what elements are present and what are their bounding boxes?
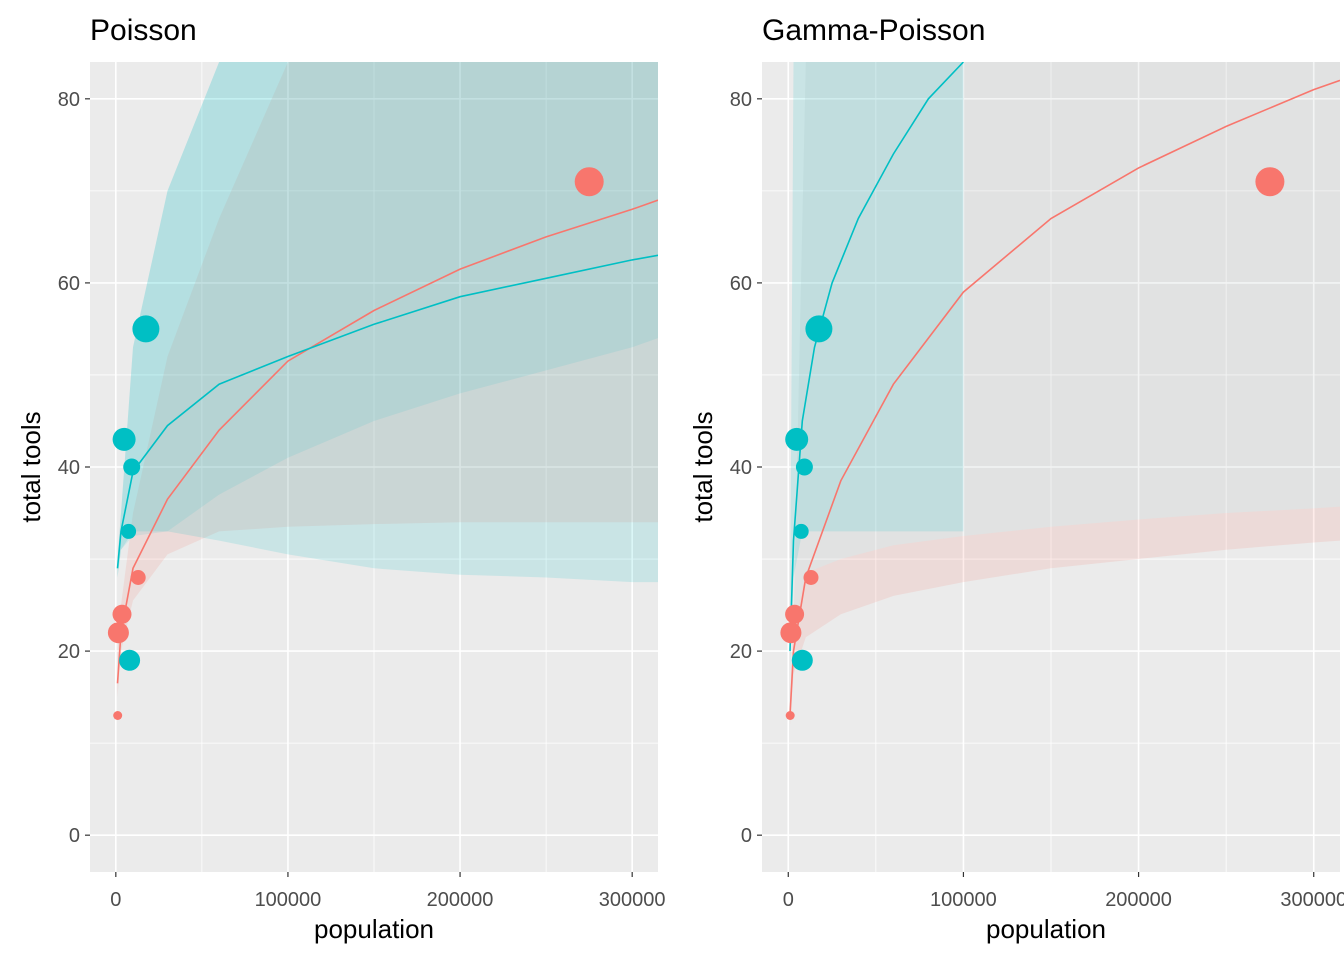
data-point xyxy=(785,604,805,624)
data-points xyxy=(780,167,1285,720)
data-point xyxy=(132,315,160,343)
x-axis-title: population xyxy=(986,914,1106,944)
data-point xyxy=(112,604,132,624)
y-axis-title: total tools xyxy=(688,411,718,522)
x-tick-label: 200000 xyxy=(427,889,494,911)
data-point xyxy=(791,649,813,671)
y-tick-label: 0 xyxy=(741,825,752,847)
data-point xyxy=(130,570,146,585)
data-point xyxy=(803,570,819,585)
credible-band-upper-low_contact xyxy=(790,62,1340,698)
data-points xyxy=(107,167,604,720)
data-point xyxy=(113,711,123,720)
x-tick-label: 0 xyxy=(110,889,121,911)
y-tick-label: 0 xyxy=(69,825,80,847)
data-point xyxy=(574,167,604,197)
data-point xyxy=(121,523,137,539)
y-tick-label: 60 xyxy=(730,273,752,295)
trend-line-high_contact xyxy=(789,62,964,652)
trend-line-low_contact xyxy=(116,199,658,684)
y-tick-label: 80 xyxy=(58,89,80,111)
trend-lines xyxy=(116,199,658,684)
trend-lines xyxy=(789,62,1340,716)
data-point xyxy=(795,458,813,476)
panel-poisson: Poisson 0 20 40 60 80 0 100000 200000 300000 pop… xyxy=(16,14,666,944)
panel-gamma-poisson: Gamma-Poisson 0 20 40 60 80 0 100000 200000 3000… xyxy=(688,14,1344,944)
x-tick-label: 0 xyxy=(783,889,794,911)
trend-line-low_contact xyxy=(789,79,1340,716)
data-point xyxy=(1255,167,1285,197)
credible-band-low_contact xyxy=(790,506,1340,725)
x-tick-label: 300000 xyxy=(599,889,666,911)
tick-labels: 0 20 40 60 80 0 100000 200000 300000 xyxy=(730,89,1344,911)
data-point xyxy=(123,458,141,476)
credible-bands xyxy=(790,62,1340,725)
y-tick-label: 20 xyxy=(730,641,752,663)
y-tick-label: 60 xyxy=(58,273,80,295)
y-tick-label: 40 xyxy=(58,457,80,479)
data-point xyxy=(780,622,802,644)
y-tick-label: 40 xyxy=(730,457,752,479)
data-point xyxy=(112,427,136,451)
x-tick-label: 300000 xyxy=(1280,889,1344,911)
panel-title: Poisson xyxy=(90,14,197,47)
y-tick-label: 80 xyxy=(730,89,752,111)
data-point xyxy=(107,622,129,644)
x-tick-label: 200000 xyxy=(1105,889,1172,911)
credible-band-low_contact xyxy=(117,62,658,698)
grid xyxy=(762,62,1340,872)
trend-line-high_contact xyxy=(116,254,658,569)
y-tick-label: 20 xyxy=(58,641,80,663)
data-point xyxy=(805,315,833,343)
credible-band-high_contact xyxy=(117,62,658,583)
x-tick-label: 100000 xyxy=(255,889,322,911)
data-point xyxy=(785,711,795,720)
grid xyxy=(90,62,658,872)
data-point xyxy=(793,523,809,539)
data-point xyxy=(785,427,809,451)
tick-labels: 0 20 40 60 80 0 100000 200000 300000 xyxy=(58,89,666,911)
credible-band-high_contact xyxy=(790,62,964,670)
x-axis-title: population xyxy=(314,914,434,944)
x-tick-label: 100000 xyxy=(930,889,997,911)
panel-title: Gamma-Poisson xyxy=(762,14,985,47)
data-point xyxy=(119,649,141,671)
y-axis-title: total tools xyxy=(16,411,46,522)
